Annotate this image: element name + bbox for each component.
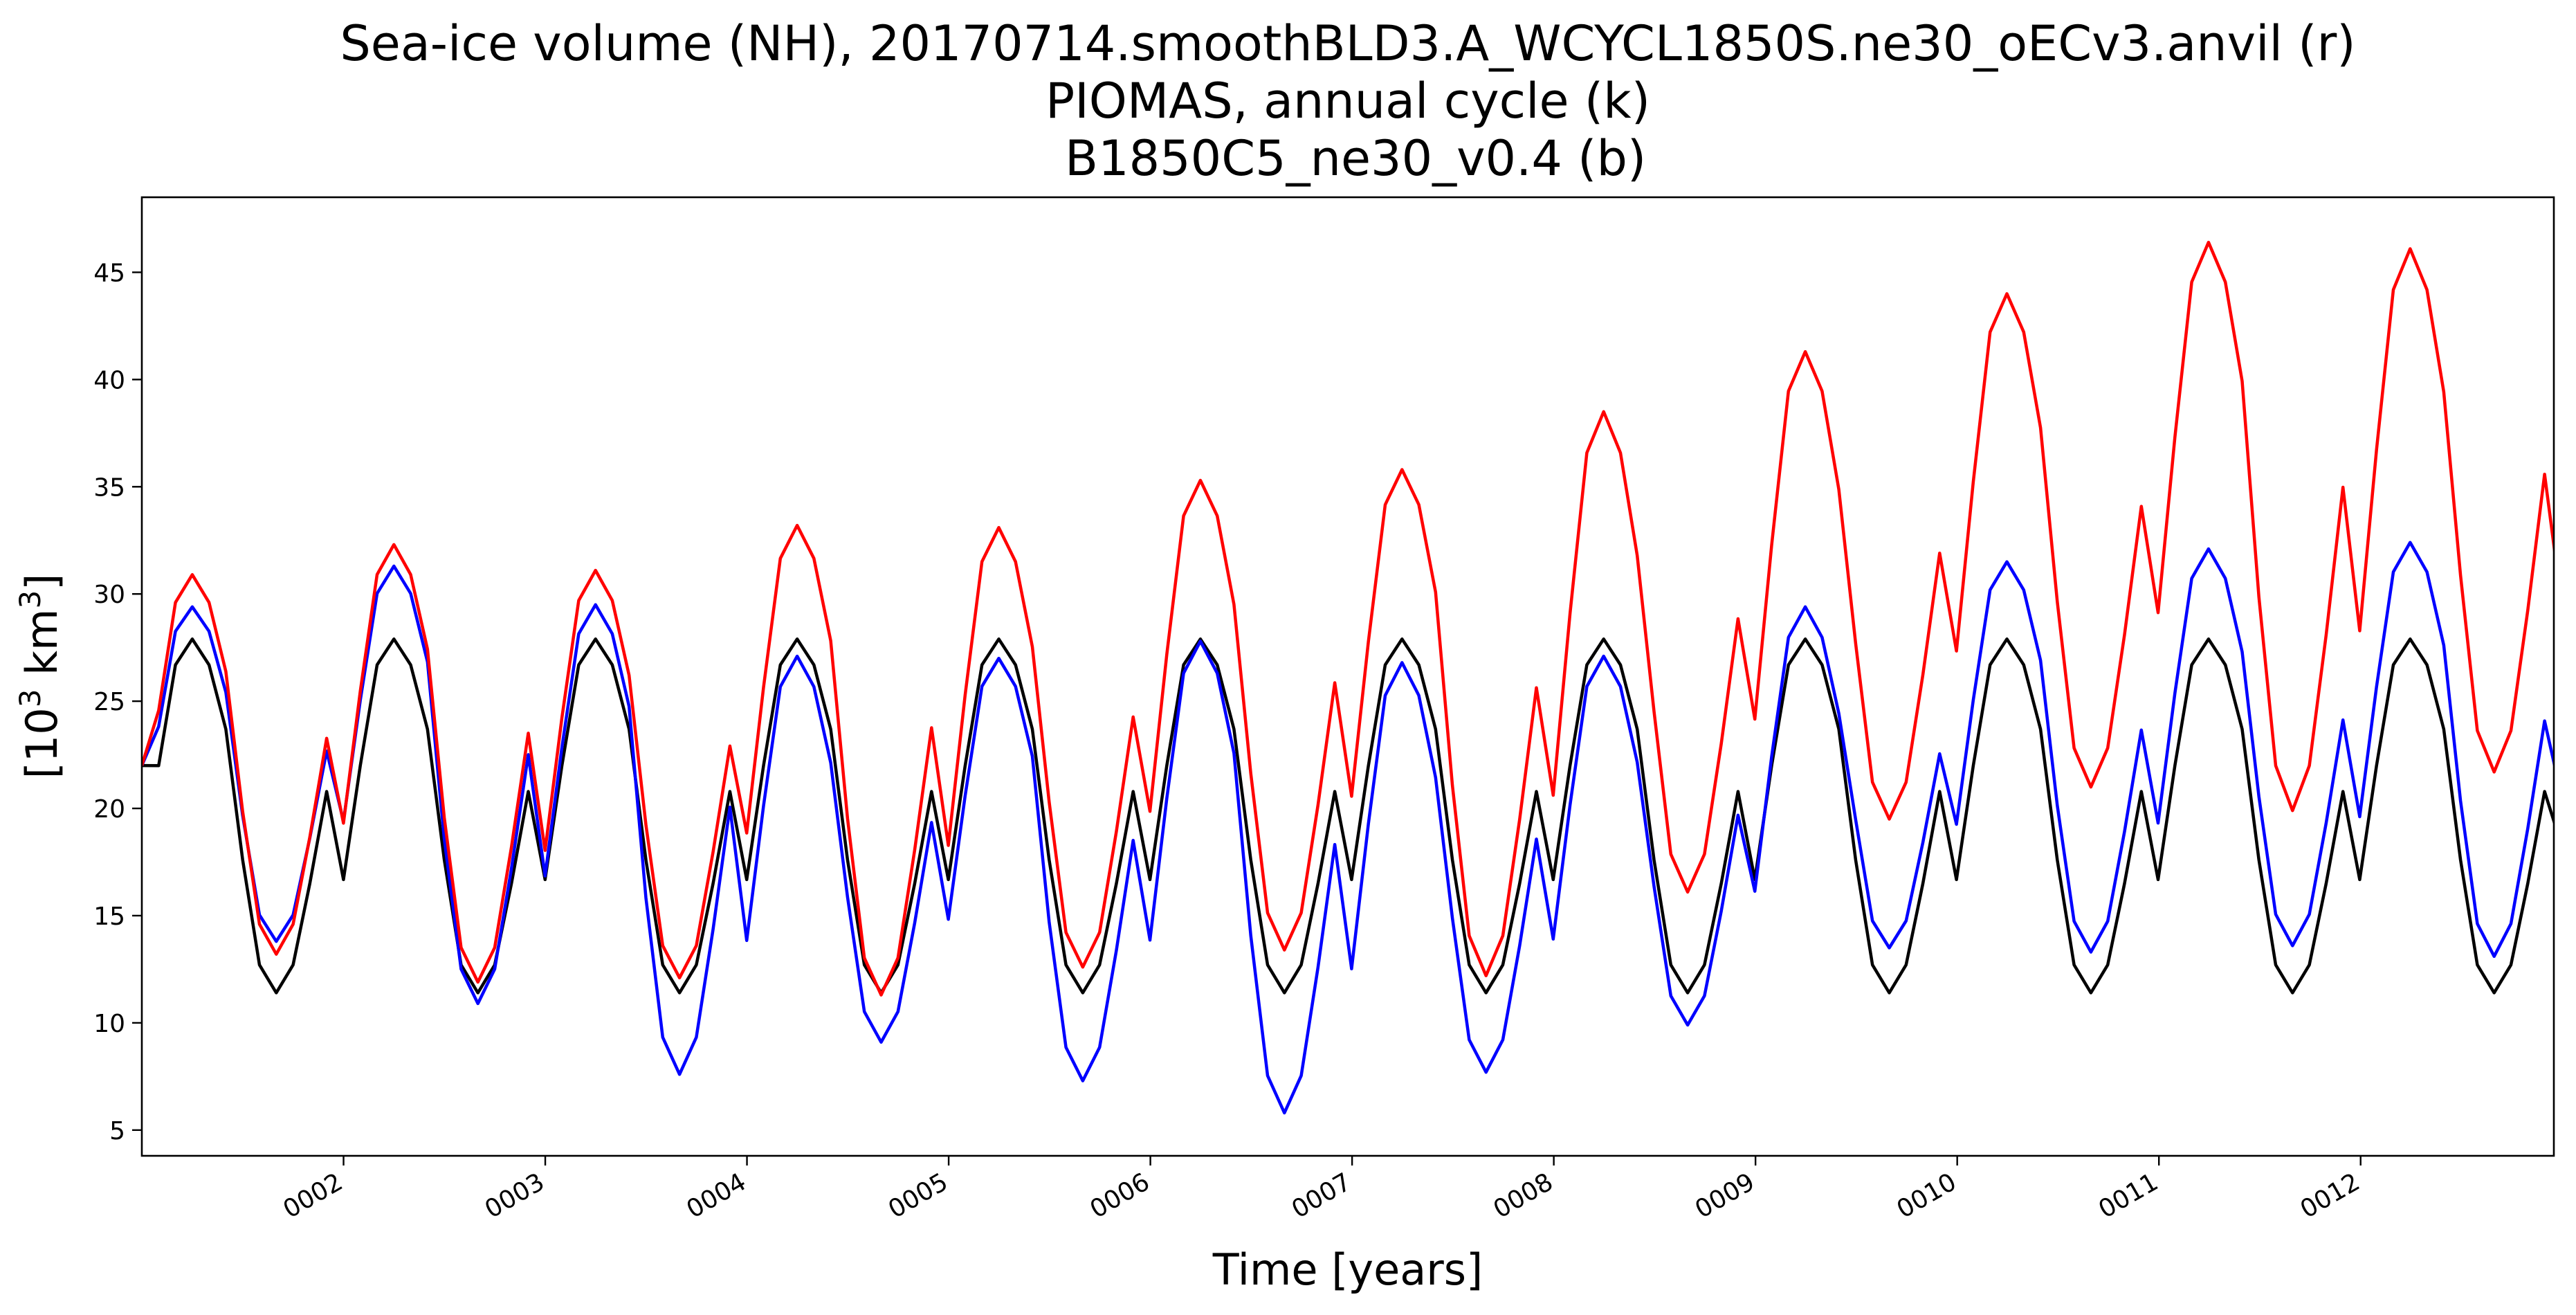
- chart-title-line-1: Sea-ice volume (NH), 20170714.smoothBLD3…: [340, 15, 2355, 72]
- series-line-piomas-k: [142, 637, 2554, 995]
- y-axis-label-part-3: ]: [17, 574, 67, 590]
- y-axis-label: [103 km3]: [13, 574, 67, 779]
- y-tick-label-20: 20: [93, 795, 125, 824]
- x-axis-label: Time [years]: [1212, 1244, 1483, 1295]
- y-tick-label-40: 40: [93, 366, 125, 394]
- chart-title-line-3: B1850C5_ne30_v0.4 (b): [1050, 130, 1646, 187]
- y-tick-label-25: 25: [93, 688, 125, 716]
- series-line-b1850c5-b: [142, 541, 2554, 1115]
- y-axis-label-part-2: km: [17, 609, 67, 689]
- y-axis-ticks: 5 10 15 20 25 30 35 40 45: [93, 259, 142, 1145]
- series-layer: [142, 240, 2554, 1115]
- y-tick-label-35: 35: [93, 473, 125, 502]
- y-axis-label-superscript-1: 3: [13, 689, 47, 708]
- y-tick-label-10: 10: [93, 1010, 125, 1038]
- y-axis-label-superscript-2: 3: [13, 590, 47, 609]
- chart-title-line-2: PIOMAS, annual cycle (k): [1045, 73, 1650, 129]
- series-line-anvil-r: [142, 240, 2554, 997]
- y-tick-label-45: 45: [93, 259, 125, 287]
- y-tick-label-15: 15: [93, 903, 125, 931]
- y-tick-label-5: 5: [109, 1117, 125, 1145]
- y-tick-label-30: 30: [93, 581, 125, 609]
- plot-frame: [140, 196, 2555, 1157]
- y-axis-label-part-1: [10: [17, 707, 67, 779]
